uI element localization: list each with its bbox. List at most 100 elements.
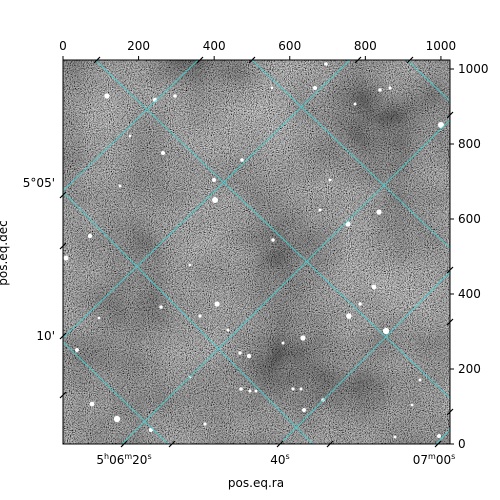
star [188, 263, 192, 267]
grid-line [121, 119, 450, 444]
grid-edge-tick [196, 56, 204, 64]
grid-edge-tick [446, 408, 454, 416]
star [104, 93, 110, 99]
star [246, 353, 252, 359]
grid-edge-tick [354, 56, 362, 64]
right-tick-label: 400 [458, 287, 481, 301]
top-tick-label: 600 [278, 39, 301, 53]
star [113, 415, 121, 423]
top-tick-label: 200 [127, 39, 150, 53]
grid-line [63, 60, 351, 339]
star [371, 284, 377, 290]
ra-tick-label: 5h06m20s [96, 452, 151, 467]
star [75, 348, 79, 352]
dec-tick-label: 5°05' [23, 176, 55, 190]
stars-layer [63, 62, 444, 439]
star [437, 434, 441, 438]
star [318, 208, 322, 212]
grid-edge-tick [276, 440, 284, 448]
star [63, 255, 69, 261]
star [238, 351, 242, 355]
star [393, 435, 397, 439]
star [376, 209, 382, 215]
star [291, 387, 295, 391]
star [281, 341, 285, 345]
grid-line [94, 60, 450, 399]
grid-edge-tick [59, 391, 67, 399]
ra-tick-label: 40s [270, 452, 289, 467]
top-tick-label: 0 [59, 39, 67, 53]
star [382, 327, 390, 335]
grid-edge-tick [446, 111, 454, 119]
top-tick-label: 800 [354, 39, 377, 53]
grid-edge-tick [446, 266, 454, 274]
star [212, 197, 218, 203]
star [161, 151, 165, 155]
star [240, 158, 244, 162]
top-tick-label: 400 [203, 39, 226, 53]
right-tick-label: 200 [458, 362, 481, 376]
star [313, 86, 317, 90]
star [270, 86, 274, 90]
grid-edge-tick [59, 332, 67, 340]
right-tick-label: 0 [458, 437, 466, 451]
star [212, 178, 216, 182]
axes-layer: 0 200 400 600 800 1000 0 200 400 600 800 1000 5h06m2… [23, 39, 489, 467]
star [438, 122, 444, 128]
right-tick-label: 800 [458, 137, 481, 151]
star [328, 178, 332, 182]
star [410, 403, 414, 407]
image-nebulosity [63, 60, 450, 444]
plot-frame [62, 59, 451, 445]
star [214, 301, 220, 307]
y-axis-label: pos.eq.dec [0, 220, 10, 285]
coordinate-grid [63, 60, 450, 444]
star [271, 238, 275, 242]
star [299, 387, 303, 391]
star [378, 88, 382, 92]
star [198, 314, 202, 318]
star [388, 86, 392, 90]
star [358, 302, 362, 306]
grid-line [251, 60, 450, 249]
grid-edge-tick [59, 191, 67, 199]
grid-line [63, 191, 314, 444]
star [324, 62, 328, 66]
grid-line [435, 429, 450, 444]
x-axis-label: pos.eq.ra [228, 476, 284, 490]
star [302, 408, 306, 412]
grid-line [279, 271, 450, 444]
star [239, 387, 243, 391]
grid-edge-tick [120, 440, 128, 448]
dec-tick-label: 10' [36, 329, 55, 343]
star [254, 389, 258, 393]
grid-edge-tick [168, 440, 176, 448]
star [118, 184, 122, 188]
star [128, 134, 132, 138]
right-tick-label: 600 [458, 212, 481, 226]
star [353, 102, 357, 106]
star [346, 313, 352, 319]
star [173, 94, 177, 98]
star [89, 401, 95, 407]
star [203, 422, 207, 426]
grid-edge-tick [434, 440, 442, 448]
star [248, 389, 252, 393]
grid-line [406, 60, 450, 102]
grid-edge-tick [93, 56, 101, 64]
star [226, 328, 230, 332]
star [87, 233, 93, 239]
ra-tick-label: 07m00s [413, 452, 456, 467]
right-tick-label: 1000 [458, 62, 489, 76]
star [159, 305, 163, 309]
top-tick-label: 1000 [426, 39, 457, 53]
grid-edge-tick [446, 318, 454, 326]
image-panel [63, 60, 450, 444]
grid-line [63, 341, 169, 444]
grid-edge-tick [248, 56, 256, 64]
grid-edge-tick [406, 56, 414, 64]
grid-line [63, 60, 199, 192]
grid-edge-tick [326, 440, 334, 448]
grid-edge-tick [59, 242, 67, 250]
